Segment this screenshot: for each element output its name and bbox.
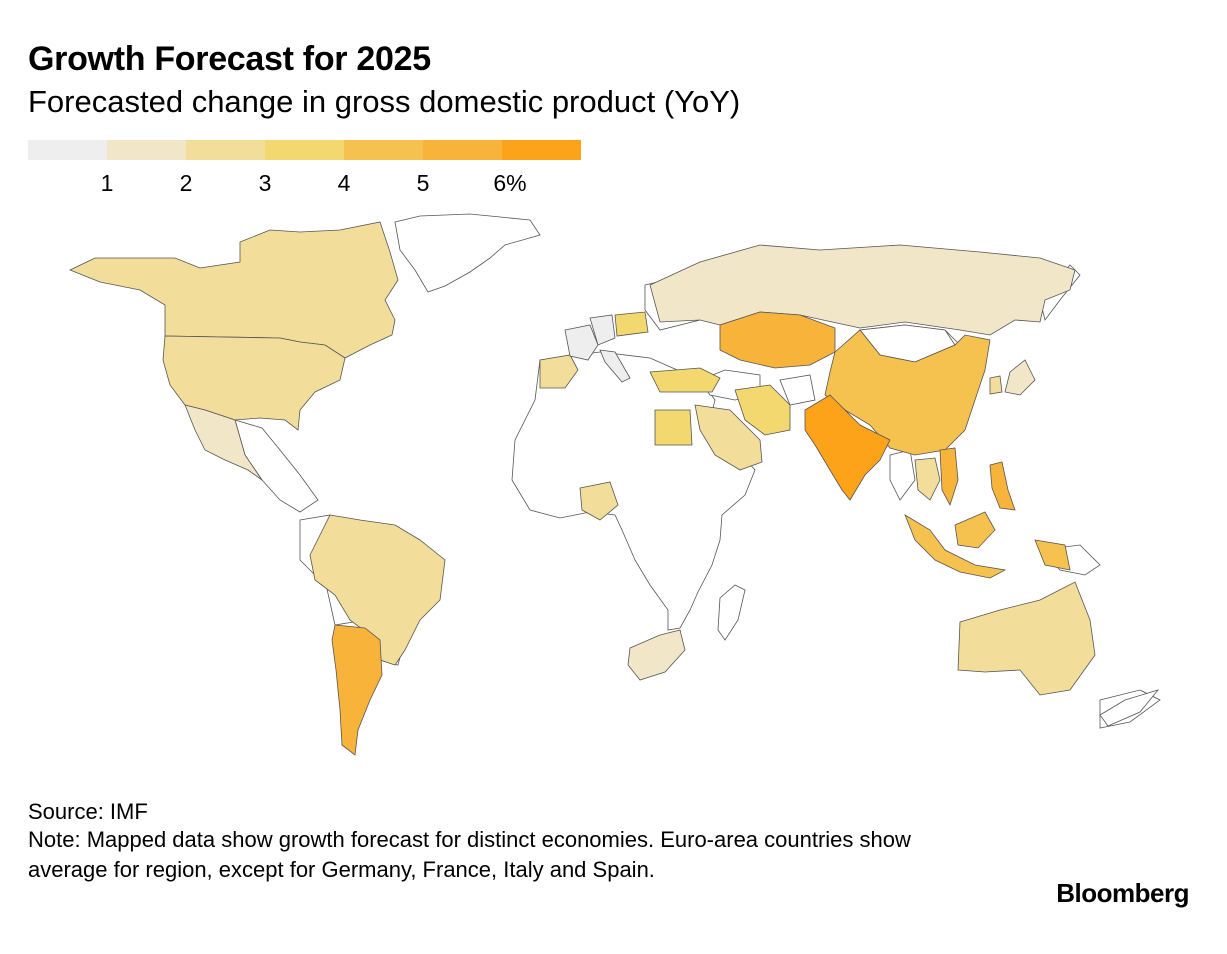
region-france	[564, 324, 599, 361]
region-turkey	[649, 367, 721, 393]
region-south-africa	[627, 629, 686, 681]
legend-label-2: 2	[179, 170, 193, 196]
region-brazil	[309, 514, 446, 666]
region-vietnam	[939, 447, 959, 507]
legend-label-5: 5	[416, 170, 430, 196]
data-note: Note: Mapped data show growth forecast f…	[28, 827, 911, 882]
legend-swatch-6	[502, 140, 581, 160]
region-spain	[539, 354, 579, 389]
region-indonesia	[904, 514, 1071, 579]
legend-label-6: 6%	[493, 170, 527, 196]
world-map	[0, 205, 1227, 780]
legend-label-1: 1	[100, 170, 114, 196]
legend-swatch-4	[344, 140, 423, 160]
region-egypt	[654, 409, 693, 446]
region-iran	[734, 384, 791, 436]
chart-title: Growth Forecast for 2025	[28, 40, 431, 78]
region-poland	[614, 311, 649, 337]
chart-subtitle: Forecasted change in gross domestic prod…	[28, 84, 741, 119]
region-germany	[589, 314, 616, 346]
region-usa	[162, 335, 346, 431]
legend-swatch-3	[265, 140, 344, 160]
legend-swatch-1	[107, 140, 186, 160]
region-philippines	[989, 461, 1016, 511]
region-saudi-arabia	[694, 404, 763, 471]
legend-swatch-2	[186, 140, 265, 160]
region-malaysia	[954, 511, 996, 549]
legend-swatch-5	[423, 140, 502, 160]
region-thailand	[914, 457, 941, 501]
region-italy	[599, 349, 631, 383]
region-russia	[649, 244, 1076, 336]
region-new-zealand	[1099, 689, 1160, 727]
source-note: Source: IMF	[28, 799, 148, 824]
region-kazakhstan	[719, 311, 836, 369]
color-legend: 1 2 3 4 5 6%	[28, 140, 588, 200]
region-india	[804, 394, 891, 501]
legend-label-4: 4	[337, 170, 351, 196]
region-south-korea	[989, 375, 1003, 395]
legend-label-3: 3	[258, 170, 272, 196]
region-nigeria	[579, 481, 619, 521]
region-australia	[957, 581, 1096, 696]
legend-swatch-0	[28, 140, 107, 160]
region-mexico	[184, 404, 263, 481]
region-argentina	[331, 624, 383, 756]
bloomberg-logo: Bloomberg	[1056, 878, 1189, 908]
legend-bar	[28, 140, 588, 160]
region-japan	[1004, 359, 1036, 396]
